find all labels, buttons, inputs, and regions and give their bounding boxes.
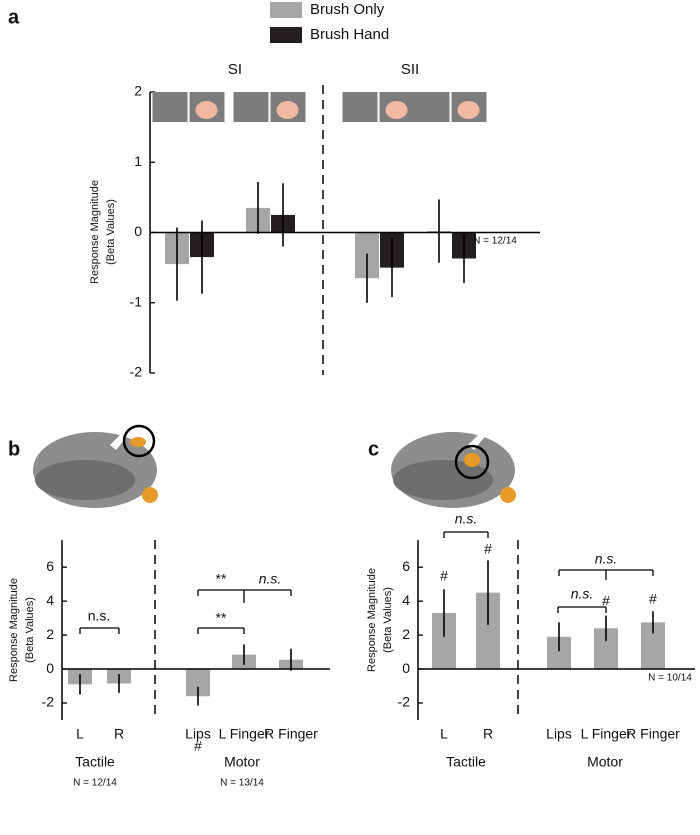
group-label: Motor <box>224 754 260 770</box>
legend-label: Brush Hand <box>310 26 389 43</box>
y-tick-label: 0 <box>134 223 142 239</box>
thumbnail <box>414 92 450 122</box>
panel-label: a <box>8 6 20 28</box>
group-label: Tactile <box>75 754 115 770</box>
y-tick-label: 2 <box>134 83 142 99</box>
group-label: SII <box>401 61 419 78</box>
brain-image-c <box>391 425 516 508</box>
sample-size: N = 12/14 <box>73 778 117 789</box>
x-tick-label: L Finger <box>581 726 632 742</box>
y-tick-label: 2 <box>46 626 54 642</box>
sample-size: N = 10/14 <box>648 673 692 684</box>
thumbnail-hand <box>276 101 299 119</box>
panel-label: b <box>8 438 20 460</box>
y-tick-label: -2 <box>398 694 411 710</box>
panel-label: c <box>368 438 379 460</box>
x-tick-label: R <box>114 726 124 742</box>
y-tick-label: 2 <box>402 626 410 642</box>
y-tick-label: 6 <box>402 558 410 574</box>
y-tick-label: -2 <box>130 364 143 380</box>
legend-swatch <box>270 27 302 43</box>
group-label: Tactile <box>446 754 486 770</box>
y-axis-label: (Beta Values) <box>105 199 117 265</box>
legend-label: Brush Only <box>310 1 385 18</box>
y-axis-label: Response Magnitude <box>366 568 378 672</box>
annotation: # <box>194 738 202 754</box>
y-axis-label: (Beta Values) <box>382 587 394 653</box>
thumbnail <box>152 92 188 122</box>
annotation: # <box>602 593 610 609</box>
thumbnail <box>233 92 269 122</box>
annotation: # <box>649 591 657 607</box>
y-axis-label: Response Magnitude <box>8 578 20 682</box>
sample-size: N = 12/14 <box>473 236 517 247</box>
thumbnail-hand <box>195 101 218 119</box>
thumbnail <box>342 92 378 122</box>
y-tick-label: -2 <box>42 694 55 710</box>
y-tick-label: 6 <box>46 558 54 574</box>
annotation: n.s. <box>571 586 594 602</box>
y-tick-label: 0 <box>46 660 54 676</box>
group-label: SI <box>228 61 242 78</box>
annotation: # <box>484 541 492 557</box>
y-tick-label: -1 <box>130 293 143 309</box>
x-tick-label: R Finger <box>264 726 318 742</box>
x-tick-label: L <box>76 726 84 742</box>
annotation: # <box>440 568 448 584</box>
annotation: n.s. <box>259 571 282 587</box>
group-label: Motor <box>587 754 623 770</box>
x-tick-label: Lips <box>185 726 211 742</box>
x-tick-label: R Finger <box>626 726 680 742</box>
y-tick-label: 4 <box>402 592 410 608</box>
brain-image-b <box>33 424 158 508</box>
x-tick-label: R <box>483 726 493 742</box>
y-axis-label: Response Magnitude <box>89 180 101 284</box>
thumbnail-hand <box>385 101 408 119</box>
x-tick-label: Lips <box>546 726 572 742</box>
annotation: ** <box>216 571 227 587</box>
y-tick-label: 4 <box>46 592 54 608</box>
annotation: ** <box>216 610 227 626</box>
legend-swatch <box>270 2 302 18</box>
y-axis-label: (Beta Values) <box>24 597 36 663</box>
x-tick-label: L <box>440 726 448 742</box>
y-tick-label: 0 <box>402 660 410 676</box>
sample-size: N = 13/14 <box>220 778 264 789</box>
y-tick-label: 1 <box>134 153 142 169</box>
annotation: n.s. <box>88 608 111 624</box>
annotation: n.s. <box>595 551 618 567</box>
annotation: n.s. <box>455 511 478 527</box>
x-tick-label: L Finger <box>219 726 270 742</box>
thumbnail-hand <box>457 101 480 119</box>
